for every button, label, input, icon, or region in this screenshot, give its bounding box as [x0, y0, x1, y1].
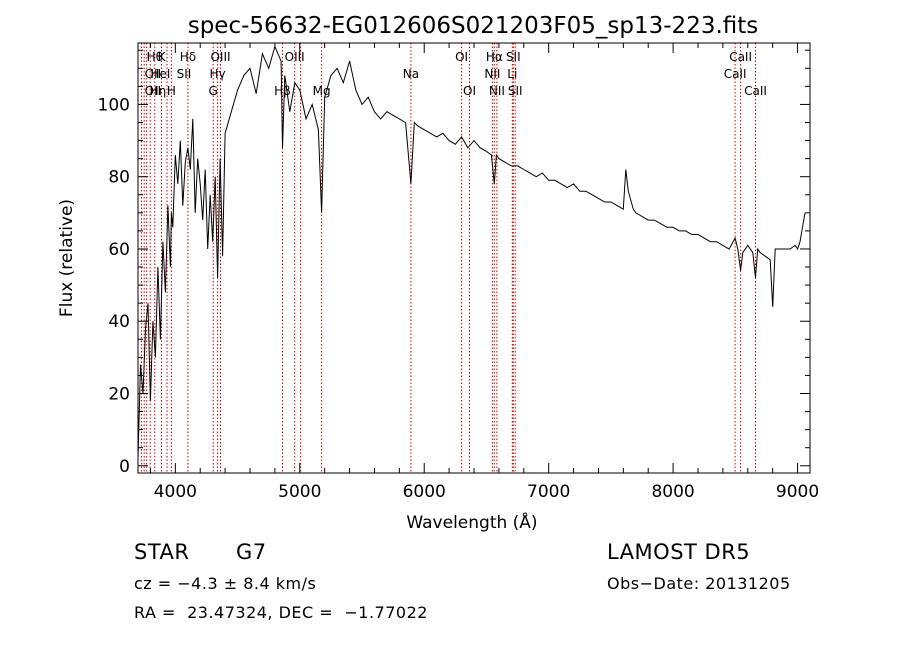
spectrum-line: [137, 45, 806, 459]
redshift-velocity: cz = −4.3 ± 8.4 km/s: [134, 574, 317, 593]
spectral-line-markers: [140, 43, 756, 473]
line-label: Hγ: [210, 67, 226, 81]
y-tick-label: 100: [98, 95, 130, 115]
line-label: G: [209, 84, 218, 98]
observation-date: Obs−Date: 20131205: [607, 574, 791, 593]
line-label: NII: [489, 84, 505, 98]
line-label: OII: [145, 84, 162, 98]
line-label: H: [167, 84, 176, 98]
line-label: OI: [463, 84, 476, 98]
line-label: Hη: [150, 84, 167, 98]
line-label: Na: [403, 67, 419, 81]
line-label: Hδ: [180, 50, 196, 64]
x-tick-label: 4000: [154, 482, 197, 502]
line-label: OIII: [210, 50, 230, 64]
x-tick-label: 8000: [651, 482, 694, 502]
line-label: SII: [508, 84, 523, 98]
line-label: Hα: [486, 50, 503, 64]
line-label: HeI: [150, 67, 170, 81]
y-axis: 0 20 40 60 80 100: [98, 49, 810, 477]
line-label: SII: [506, 50, 521, 64]
x-tick-label: 6000: [403, 482, 446, 502]
line-label: Mg: [313, 84, 331, 98]
x-tick-label: 9000: [776, 482, 819, 502]
line-label: OI: [455, 50, 468, 64]
survey-name: LAMOST DR5: [607, 540, 751, 564]
line-label: Hθ: [147, 50, 163, 64]
x-axis: 4000 5000 6000 7000 8000 9000: [149, 43, 819, 502]
line-label: OIII: [285, 50, 305, 64]
line-label: Hβ: [274, 84, 291, 98]
y-axis-label: Flux (relative): [57, 199, 77, 317]
chart-title: spec-56632-EG012606S021203F05_sp13-223.f…: [188, 13, 759, 39]
line-label: K: [158, 50, 167, 64]
line-label: CaII: [724, 67, 747, 81]
coordinates: RA = 23.47324, DEC = −1.77022: [134, 603, 428, 622]
y-tick-label: 60: [108, 240, 130, 260]
line-label: Li: [507, 67, 517, 81]
x-axis-label: Wavelength (Å): [406, 511, 537, 533]
y-tick-label: 0: [119, 457, 130, 477]
object-type: STAR: [134, 540, 190, 564]
line-label: SII: [177, 67, 192, 81]
line-label: CaII: [729, 50, 752, 64]
y-tick-label: 40: [108, 312, 130, 332]
line-label: CaII: [744, 84, 767, 98]
line-label: OII: [145, 67, 162, 81]
plot-frame: [137, 42, 811, 474]
spectral-subclass: G7: [236, 540, 267, 564]
x-tick-label: 5000: [278, 482, 321, 502]
line-label: NII: [484, 67, 500, 81]
x-tick-label: 7000: [527, 482, 570, 502]
y-tick-label: 80: [108, 168, 130, 188]
y-tick-label: 20: [108, 385, 130, 405]
